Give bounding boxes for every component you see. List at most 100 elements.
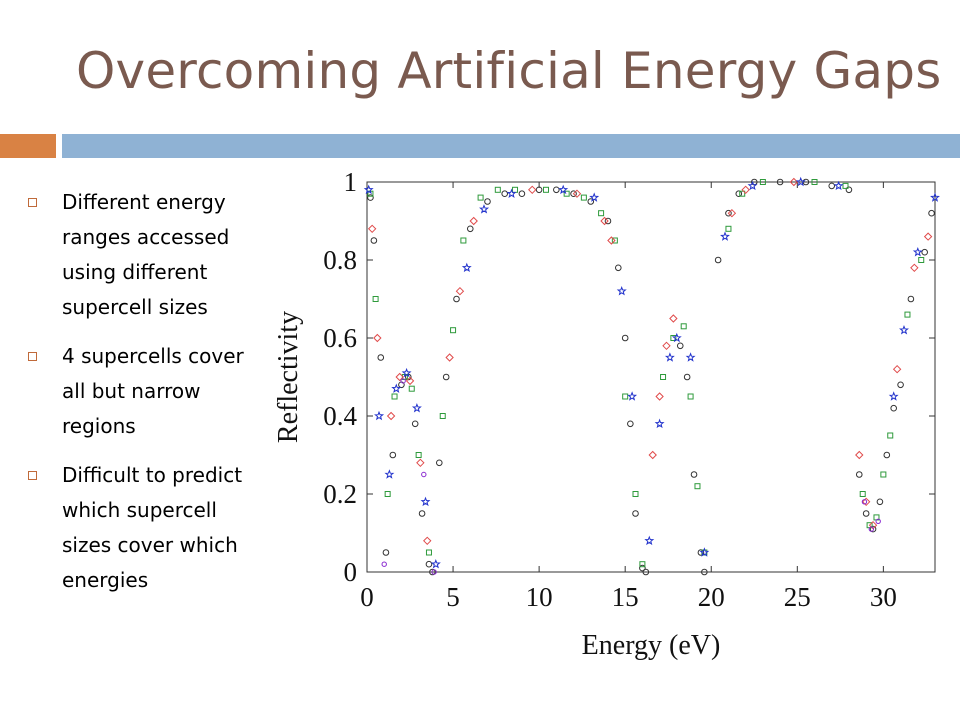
data-point-circle (431, 569, 437, 575)
bullet-item: Different energy ranges accessed using d… (28, 185, 268, 325)
data-point-square (725, 225, 732, 232)
data-point-circle (411, 420, 419, 428)
x-tick-label: 5 (446, 582, 460, 612)
data-point-circle (861, 499, 868, 505)
data-point-circle (382, 549, 390, 556)
data-point-diamond (789, 177, 799, 187)
data-point-square (460, 237, 467, 244)
data-point-circle (518, 190, 526, 198)
data-point-diamond (367, 224, 377, 234)
bullet-list: Different energy ranges accessed using d… (28, 185, 268, 612)
slide-title: Overcoming Artificial Energy Gaps (76, 42, 942, 100)
data-point-square (687, 393, 694, 400)
data-point-circle (875, 518, 881, 524)
data-point-circle (676, 342, 684, 350)
data-point-square (391, 393, 398, 400)
data-points (363, 176, 940, 576)
data-point-diamond (600, 216, 609, 226)
data-point-square (887, 432, 894, 439)
data-point-star (479, 204, 490, 214)
data-point-star (747, 180, 758, 191)
data-point-square (680, 323, 687, 330)
reflectivity-chart: 0 5 10 15 20 25 30 0 0.2 0.4 0.6 0.8 1 Energy (eV) R… (273, 167, 940, 661)
y-tick-label: 1 (344, 167, 358, 197)
axis-ticks: 0 5 10 15 20 25 30 0 0.2 0.4 0.6 0.8 1 (323, 167, 935, 612)
bullet-square-icon (28, 352, 37, 361)
bullet-square-icon (28, 471, 37, 480)
data-point-star (833, 180, 844, 191)
data-point-circle (370, 237, 378, 244)
y-tick-label: 0.4 (323, 401, 357, 431)
data-point-circle (697, 549, 705, 556)
data-point-circle (855, 471, 863, 478)
data-point-circle (642, 568, 650, 576)
data-point-circle (735, 190, 743, 198)
data-point-square (660, 374, 667, 380)
data-point-circle (890, 404, 897, 412)
data-point-diamond (395, 372, 404, 382)
data-point-star (411, 402, 422, 413)
data-point-square (415, 452, 422, 458)
data-point-circle (776, 178, 784, 186)
data-point-circle (868, 526, 875, 532)
data-point-square (880, 471, 887, 478)
data-point-circle (897, 381, 904, 389)
data-point-square (759, 179, 766, 185)
data-point-circle (683, 373, 691, 381)
data-point-square (632, 491, 639, 497)
data-point-circle (570, 190, 577, 198)
x-tick-label: 0 (360, 582, 374, 612)
data-point-circle (614, 264, 622, 272)
data-point-star (654, 418, 665, 429)
data-point-square (512, 186, 519, 193)
data-point-circle (400, 378, 406, 384)
data-point-star (589, 192, 600, 202)
data-point-square (622, 393, 629, 400)
data-point-diamond (923, 232, 933, 241)
data-point-circle (377, 354, 385, 361)
data-point-star (391, 383, 402, 393)
data-point-square (439, 413, 446, 419)
data-point-star (627, 391, 638, 401)
data-point-circle (381, 561, 387, 567)
data-point-circle (828, 182, 836, 190)
data-point-circle (883, 451, 891, 459)
data-point-circle (845, 186, 853, 194)
data-point-circle (862, 510, 870, 517)
data-point-square (811, 179, 818, 185)
data-point-diamond (855, 450, 864, 460)
data-point-star (720, 231, 730, 241)
data-point-circle (869, 525, 877, 533)
data-point-square (450, 327, 457, 334)
bullet-text: Different energy ranges accessed using d… (62, 190, 230, 319)
data-point-star (616, 285, 627, 296)
data-point-diamond (607, 236, 616, 245)
data-point-square (580, 194, 587, 201)
data-point-circle (690, 471, 698, 478)
data-point-diamond (727, 208, 737, 218)
data-point-circle (501, 190, 508, 198)
data-point-star (644, 535, 655, 546)
data-point-square (408, 385, 415, 392)
x-tick-label: 15 (612, 582, 639, 612)
data-point-circle (604, 217, 612, 225)
data-point-diamond (455, 286, 465, 296)
data-point-star (401, 367, 412, 378)
data-point-circle (435, 459, 443, 467)
bullet-item: 4 supercells cover all but narrow region… (28, 339, 268, 444)
data-point-circle (389, 451, 397, 459)
data-point-circle (921, 248, 928, 256)
data-point-star (671, 332, 682, 343)
data-point-square (494, 186, 501, 193)
data-point-square (477, 194, 484, 201)
data-point-square (694, 483, 701, 490)
data-point-square (670, 335, 677, 341)
data-point-circle (553, 186, 560, 194)
bullet-square-icon (28, 198, 37, 207)
data-point-diamond (669, 314, 678, 323)
y-tick-label: 0.6 (323, 323, 357, 353)
data-point-diamond (572, 189, 582, 198)
data-point-star (685, 352, 696, 362)
data-point-square (842, 182, 849, 189)
data-point-circle (484, 198, 491, 205)
